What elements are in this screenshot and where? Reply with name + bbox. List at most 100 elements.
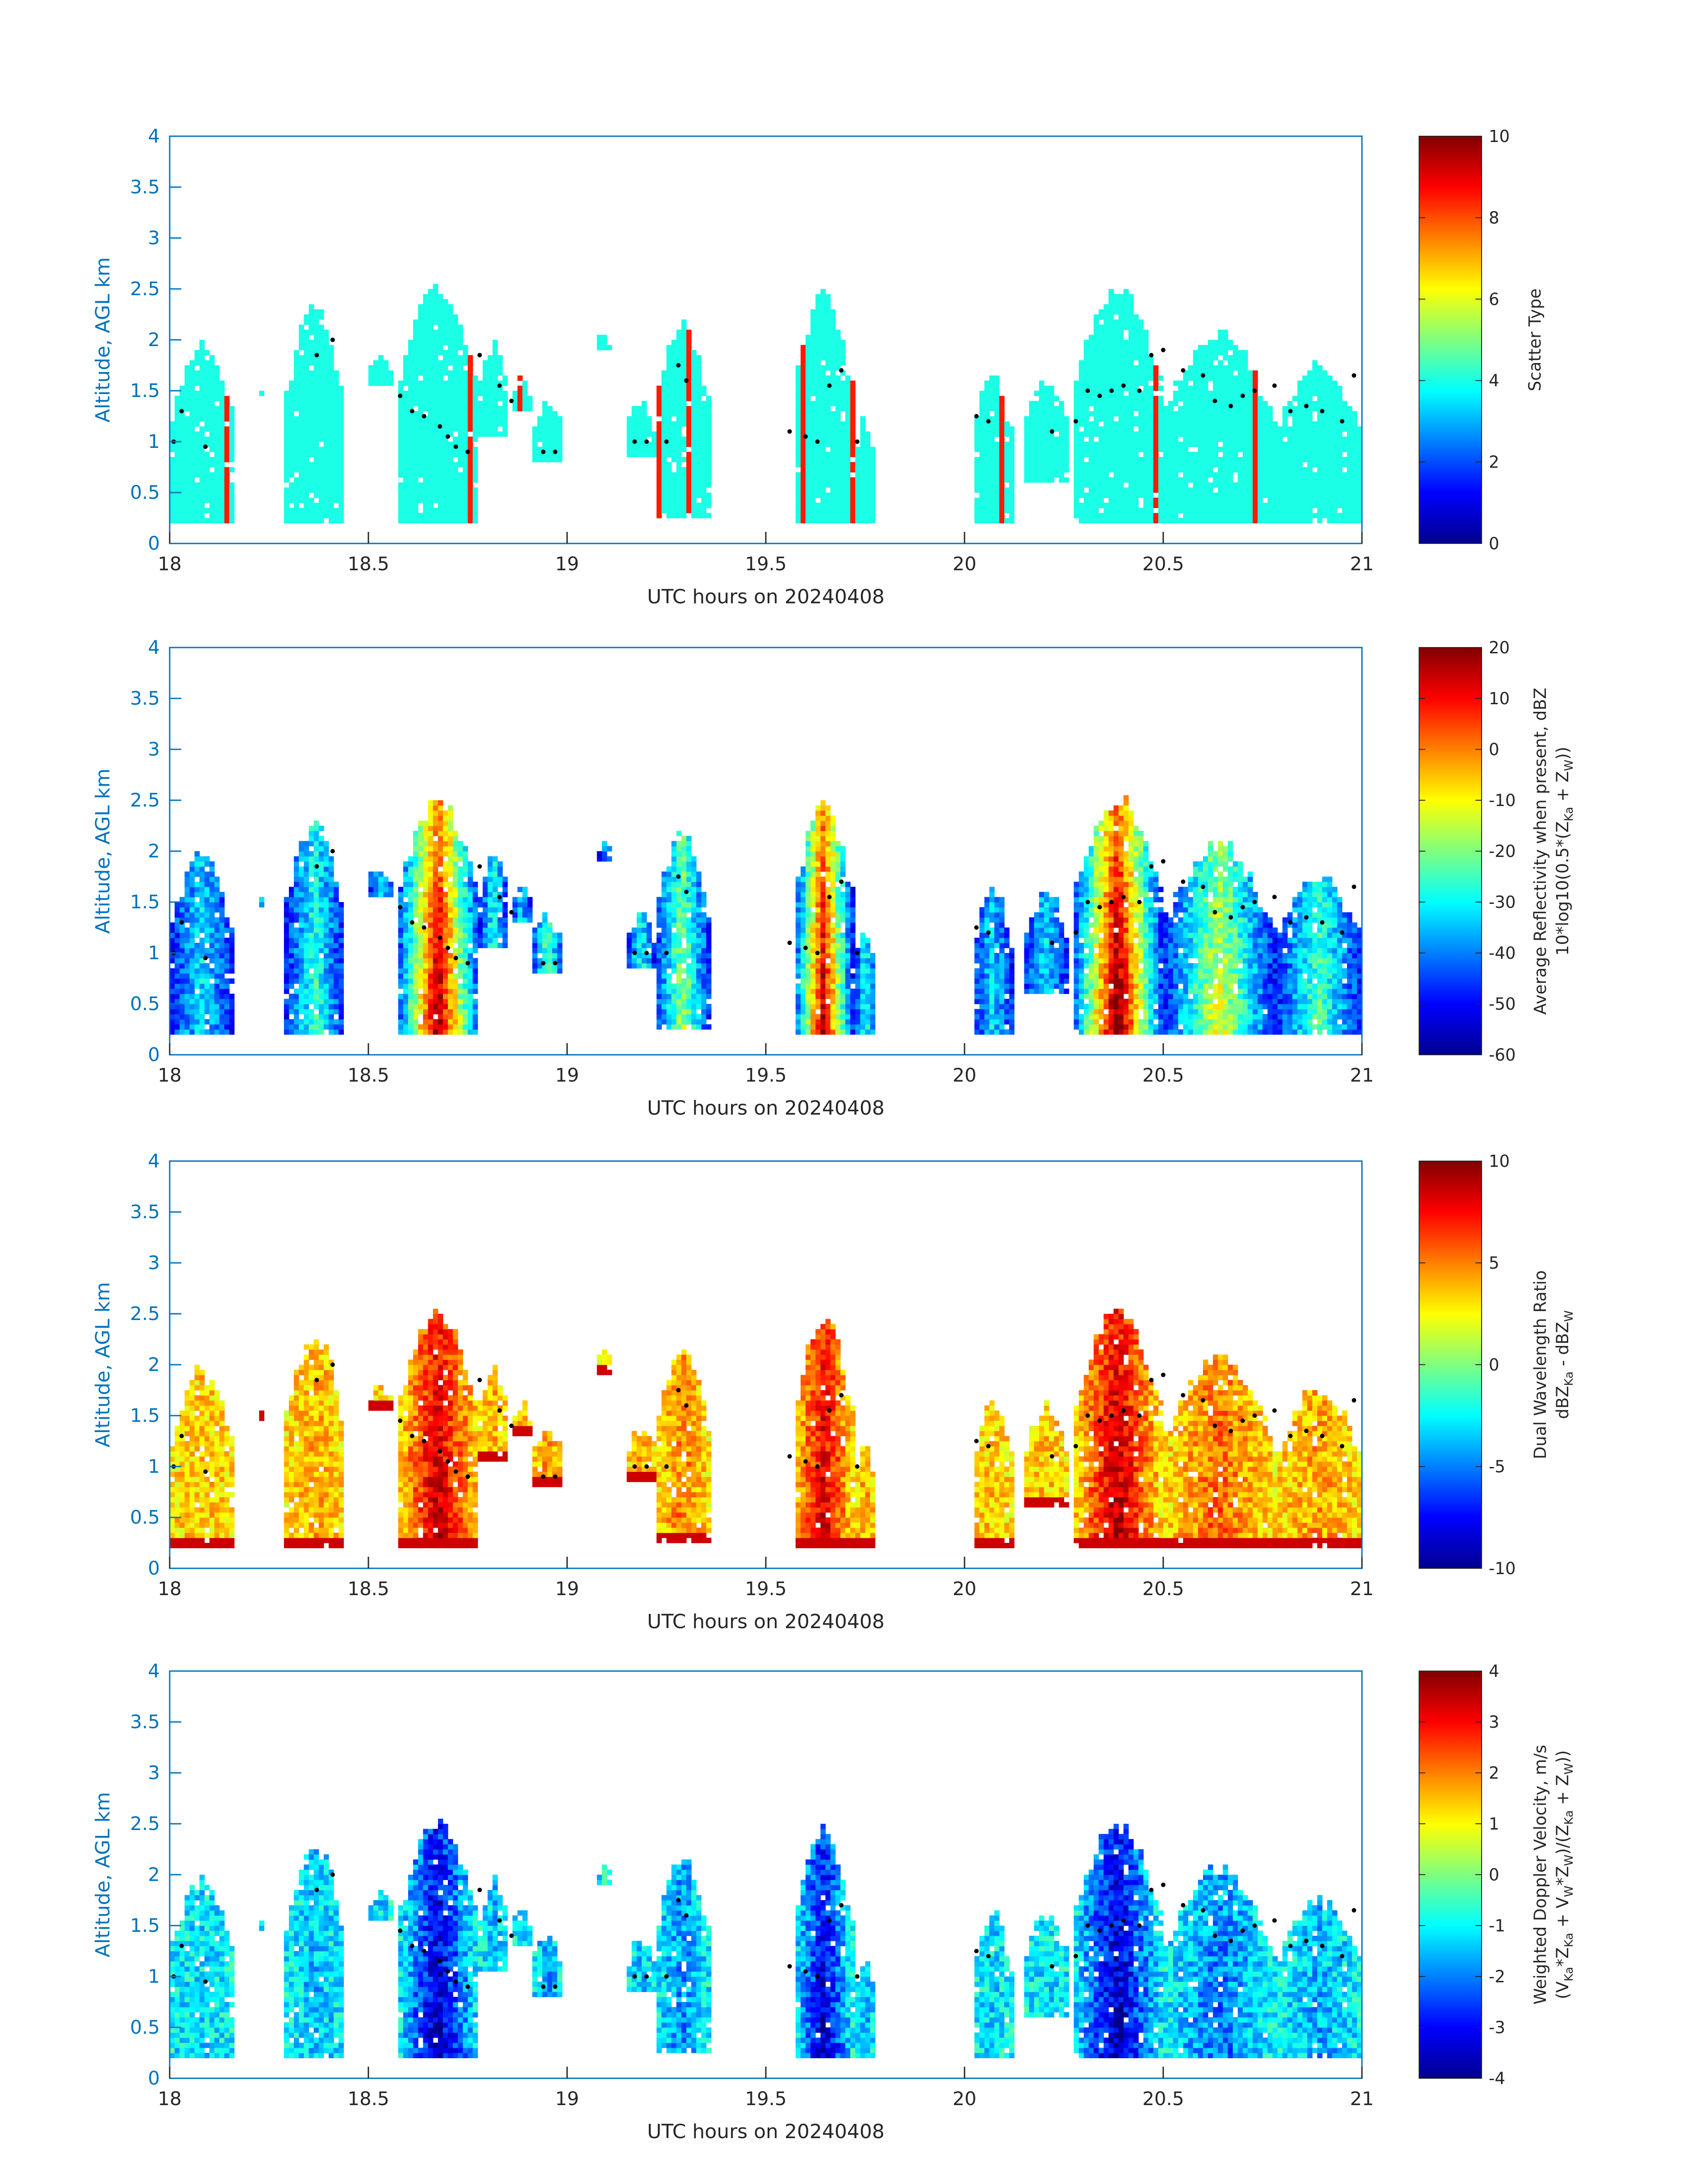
- heatmap-cell: [205, 406, 210, 411]
- heatmap-cell: [319, 518, 324, 523]
- heatmap-cell: [1228, 503, 1233, 508]
- heatmap-cell: [1193, 437, 1199, 442]
- plot-area-2: [170, 648, 1362, 1055]
- heatmap-cell: [289, 396, 294, 401]
- heatmap-cell: [1347, 472, 1353, 477]
- heatmap-cell: [443, 472, 448, 477]
- heatmap-cell: [175, 493, 180, 498]
- heatmap-cell: [219, 503, 225, 508]
- heatmap-cell: [686, 406, 692, 411]
- heatmap-cell: [999, 416, 1005, 422]
- heatmap-cell: [190, 391, 195, 396]
- heatmap-cell: [1278, 431, 1283, 437]
- heatmap-cell: [190, 503, 195, 508]
- heatmap-cell: [428, 482, 434, 488]
- heatmap-cell: [398, 503, 404, 508]
- heatmap-cell: [1257, 503, 1263, 508]
- heatmap-cell: [448, 345, 453, 350]
- heatmap-cell: [1064, 421, 1069, 426]
- heatmap-cell: [1183, 386, 1189, 391]
- heatmap-cell: [338, 452, 344, 457]
- heatmap-cell: [214, 892, 220, 897]
- y-tick-label: 3.5: [130, 176, 160, 198]
- heatmap-cell: [1352, 437, 1357, 442]
- heatmap-cell: [408, 431, 413, 437]
- heatmap-cell: [1114, 497, 1119, 503]
- heatmap-cell: [200, 355, 205, 360]
- heatmap-cell: [175, 503, 180, 508]
- heatmap-cell: [815, 488, 821, 493]
- heatmap-cell: [691, 442, 697, 447]
- heatmap-cell: [979, 447, 985, 452]
- heatmap-cell: [647, 421, 652, 426]
- heatmap-cell: [796, 406, 801, 411]
- heatmap-cell: [413, 472, 418, 477]
- heatmap-cell: [180, 958, 185, 963]
- heatmap-cell: [1198, 482, 1203, 488]
- heatmap-cell: [1268, 493, 1273, 498]
- heatmap-cell: [1248, 380, 1253, 386]
- heatmap-cell: [1138, 396, 1144, 401]
- heatmap-cell: [205, 902, 210, 907]
- heatmap-cell: [1119, 360, 1124, 366]
- heatmap-cell: [338, 437, 344, 442]
- heatmap-cell: [1089, 493, 1094, 498]
- heatmap-cell: [1287, 467, 1293, 472]
- heatmap-cell: [661, 426, 667, 432]
- heatmap-cell: [1104, 325, 1109, 330]
- heatmap-cell: [1238, 386, 1243, 391]
- heatmap-cell: [1183, 472, 1189, 477]
- heatmap-cell: [701, 493, 706, 498]
- heatmap-cell: [329, 508, 334, 513]
- heatmap-cell: [542, 406, 547, 411]
- heatmap-cell: [677, 391, 682, 396]
- heatmap-cell: [1168, 497, 1173, 503]
- heatmap-cell: [815, 426, 821, 432]
- heatmap-cell: [324, 350, 329, 355]
- heatmap-cell: [1094, 411, 1099, 417]
- heatmap-cell: [1188, 497, 1194, 503]
- heatmap-cell: [200, 437, 205, 442]
- heatmap-cell: [1094, 488, 1099, 493]
- heatmap-cell: [324, 406, 329, 411]
- heatmap-cell: [1079, 360, 1084, 366]
- heatmap-cell: [200, 376, 205, 381]
- heatmap-cell: [453, 360, 458, 366]
- heatmap-cell: [319, 345, 324, 350]
- heatmap-cell: [557, 416, 563, 422]
- heatmap-cell: [1257, 488, 1263, 493]
- heatmap-cell: [677, 335, 682, 340]
- heatmap-cell: [230, 416, 235, 422]
- heatmap-cell: [184, 472, 190, 477]
- heatmap-cell: [170, 968, 175, 974]
- heatmap-cell: [438, 294, 443, 299]
- heatmap-cell: [820, 289, 826, 294]
- colorbar-label-1: Scatter Type: [1525, 288, 1545, 391]
- heatmap-cell: [190, 437, 195, 442]
- heatmap-cell: [810, 370, 816, 376]
- heatmap-cell: [1114, 350, 1119, 355]
- heatmap-cell: [408, 360, 413, 366]
- heatmap-cell: [826, 345, 831, 350]
- heatmap-cell: [195, 513, 200, 518]
- heatmap-cell: [985, 431, 990, 437]
- heatmap-cell: [284, 406, 289, 411]
- heatmap-cell: [1278, 452, 1283, 457]
- heatmap-cell: [1303, 426, 1308, 432]
- heatmap-cell: [1188, 493, 1194, 498]
- heatmap-cell: [1109, 447, 1114, 452]
- heatmap-cell: [1168, 488, 1173, 493]
- heatmap-cell: [810, 508, 816, 513]
- heatmap-cell: [1228, 447, 1233, 452]
- heatmap-cell: [1257, 431, 1263, 437]
- heatmap-cell: [319, 380, 324, 386]
- heatmap-cell: [1183, 391, 1189, 396]
- heatmap-cell: [309, 386, 314, 391]
- heatmap-cell: [1198, 386, 1203, 391]
- heatmap-cell: [1238, 350, 1243, 355]
- heatmap-cell: [1104, 335, 1109, 340]
- heatmap-cell: [304, 314, 309, 320]
- heatmap-cell: [289, 406, 294, 411]
- heatmap-cell: [815, 319, 821, 325]
- heatmap-cell: [1292, 497, 1298, 503]
